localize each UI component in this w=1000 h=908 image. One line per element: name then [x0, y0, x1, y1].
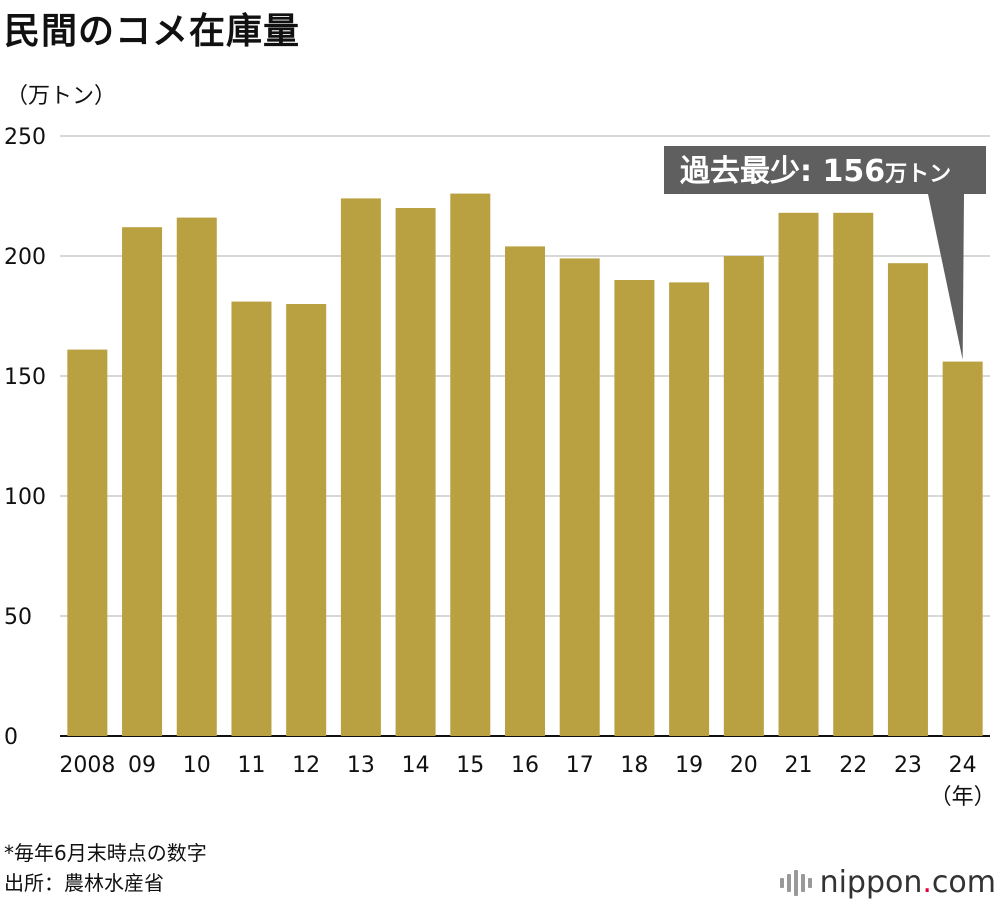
bar	[286, 304, 327, 736]
callout-box	[664, 146, 986, 194]
y-axis-unit: （万トン）	[6, 84, 117, 109]
callout-pointer	[928, 194, 964, 360]
footnote: *毎年6月末時点の数字 出所：農林水産省	[4, 838, 207, 898]
y-tick-label: 250	[4, 125, 46, 150]
x-tick-label: 10	[183, 753, 211, 778]
y-tick-label: 0	[4, 725, 18, 750]
x-tick-label: 2008	[59, 753, 115, 778]
bar	[559, 258, 600, 736]
x-tick-label: 16	[511, 753, 539, 778]
x-tick-label: 09	[128, 753, 156, 778]
footnote-note: *毎年6月末時点の数字	[4, 841, 207, 865]
chart-title: 民間のコメ在庫量	[4, 11, 301, 52]
x-tick-label: 19	[675, 753, 703, 778]
x-tick-label: 18	[620, 753, 648, 778]
bar	[340, 198, 381, 736]
callout-label: 過去最少: 156万トン	[680, 154, 951, 189]
x-tick-label: 14	[402, 753, 430, 778]
nippon-logo: nippon.com	[779, 865, 996, 900]
bar	[614, 280, 655, 736]
bar	[778, 212, 819, 737]
logo-name: nippon	[819, 865, 923, 900]
bar	[723, 256, 764, 736]
logo-suffix: com	[931, 865, 996, 900]
bar	[231, 301, 272, 736]
callout-unit-text: 万トン	[884, 162, 951, 187]
bar	[669, 282, 710, 736]
bar	[505, 246, 545, 736]
x-tick-label: 12	[292, 753, 320, 778]
y-tick-label: 100	[4, 485, 46, 510]
logo-bars-icon	[779, 869, 812, 896]
x-tick-label: 13	[347, 753, 375, 778]
x-tick-label: 17	[566, 753, 594, 778]
x-tick-label: 15	[456, 753, 484, 778]
x-tick-label: 22	[839, 753, 867, 778]
x-tick-label: 20	[730, 753, 758, 778]
bar	[887, 263, 928, 736]
y-tick-label: 200	[4, 245, 46, 270]
x-tick-label: 24	[949, 753, 977, 778]
footnote-source: 出所：農林水産省	[4, 871, 164, 895]
y-tick-label: 50	[4, 605, 32, 630]
bar	[833, 212, 874, 737]
bar	[942, 361, 983, 736]
logo-dot: .	[922, 865, 932, 900]
x-tick-label: 11	[237, 753, 265, 778]
callout-main-text: 過去最少: 156	[680, 154, 885, 189]
bar	[176, 217, 217, 737]
x-tick-label: 21	[785, 753, 813, 778]
x-axis-suffix: （年）	[930, 785, 996, 810]
bar	[122, 227, 163, 736]
bar	[67, 349, 108, 736]
bar	[395, 208, 436, 736]
y-tick-label: 150	[4, 365, 46, 390]
x-tick-label: 23	[894, 753, 922, 778]
bar	[450, 193, 491, 737]
